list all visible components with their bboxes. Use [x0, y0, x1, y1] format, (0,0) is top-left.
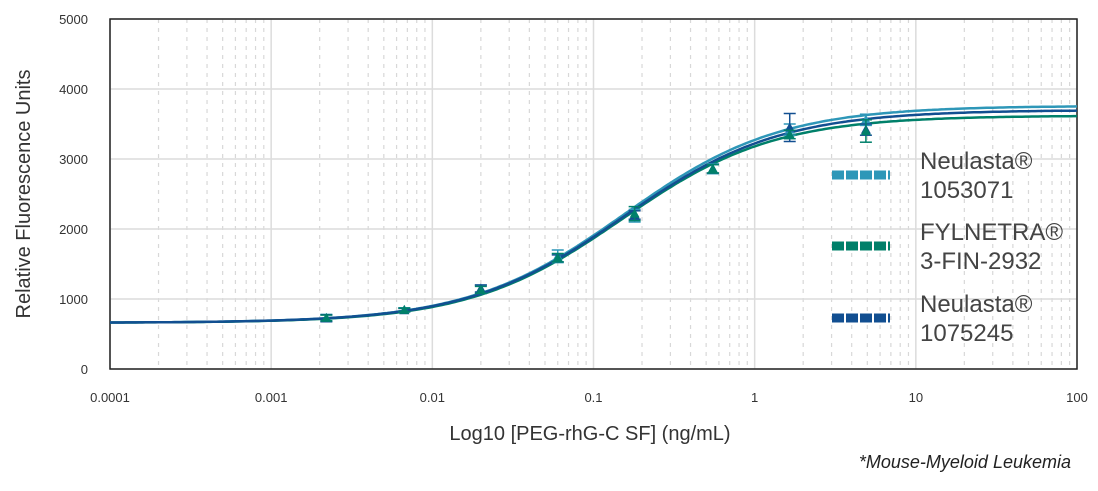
y-axis-ticks: 0 1000 2000 3000 4000 5000 [59, 12, 88, 377]
x-tick-label: 1 [751, 390, 758, 405]
x-axis-label: Log10 [PEG-rhG-C SF] (ng/mL) [449, 423, 730, 445]
data-point-marker [860, 126, 871, 135]
y-tick-label: 4000 [59, 82, 88, 97]
data-point-marker [707, 163, 718, 173]
x-tick-label: 100 [1066, 390, 1088, 405]
legend-lot: 1053071 [920, 177, 1013, 204]
data-point-marker [475, 284, 486, 294]
y-axis-label: Relative Fluorescence Units [13, 70, 35, 319]
x-axis-ticks: 0.0001 0.001 0.01 0.1 1 10 100 [90, 390, 1088, 405]
legend-name: Neulasta® [920, 148, 1033, 175]
fit-curves [109, 105, 1078, 324]
x-tick-label: 0.01 [420, 390, 445, 405]
x-tick-label: 10 [909, 390, 923, 405]
data-point-marker [784, 122, 795, 132]
fit-curve-2 [110, 109, 1078, 324]
plot-frame [109, 18, 1078, 370]
y-tick-label: 2000 [59, 222, 88, 237]
y-tick-label: 5000 [59, 12, 88, 27]
legend-name: FYLNETRA® [920, 219, 1063, 246]
legend-lot: 3-FIN-2932 [920, 248, 1041, 275]
legend-name: Neulasta® [920, 291, 1033, 318]
x-tick-label: 0.001 [255, 390, 288, 405]
y-tick-label: 3000 [59, 152, 88, 167]
data-point-marker [629, 208, 640, 218]
data-point-marker [552, 252, 563, 262]
legend-lot: 1075245 [920, 320, 1013, 347]
x-tick-label: 0.0001 [90, 390, 130, 405]
footnote: *Mouse-Myeloid Leukemia [859, 452, 1071, 472]
legend: Neulasta®1053071FYLNETRA®3-FIN-2932Neula… [832, 148, 1063, 347]
data-point-marker [321, 312, 332, 322]
x-tick-label: 0.1 [584, 390, 602, 405]
data-points [320, 112, 872, 323]
y-tick-label: 0 [81, 362, 88, 377]
data-point-marker [784, 129, 795, 139]
data-point-marker [399, 304, 410, 314]
y-tick-label: 1000 [59, 292, 88, 307]
